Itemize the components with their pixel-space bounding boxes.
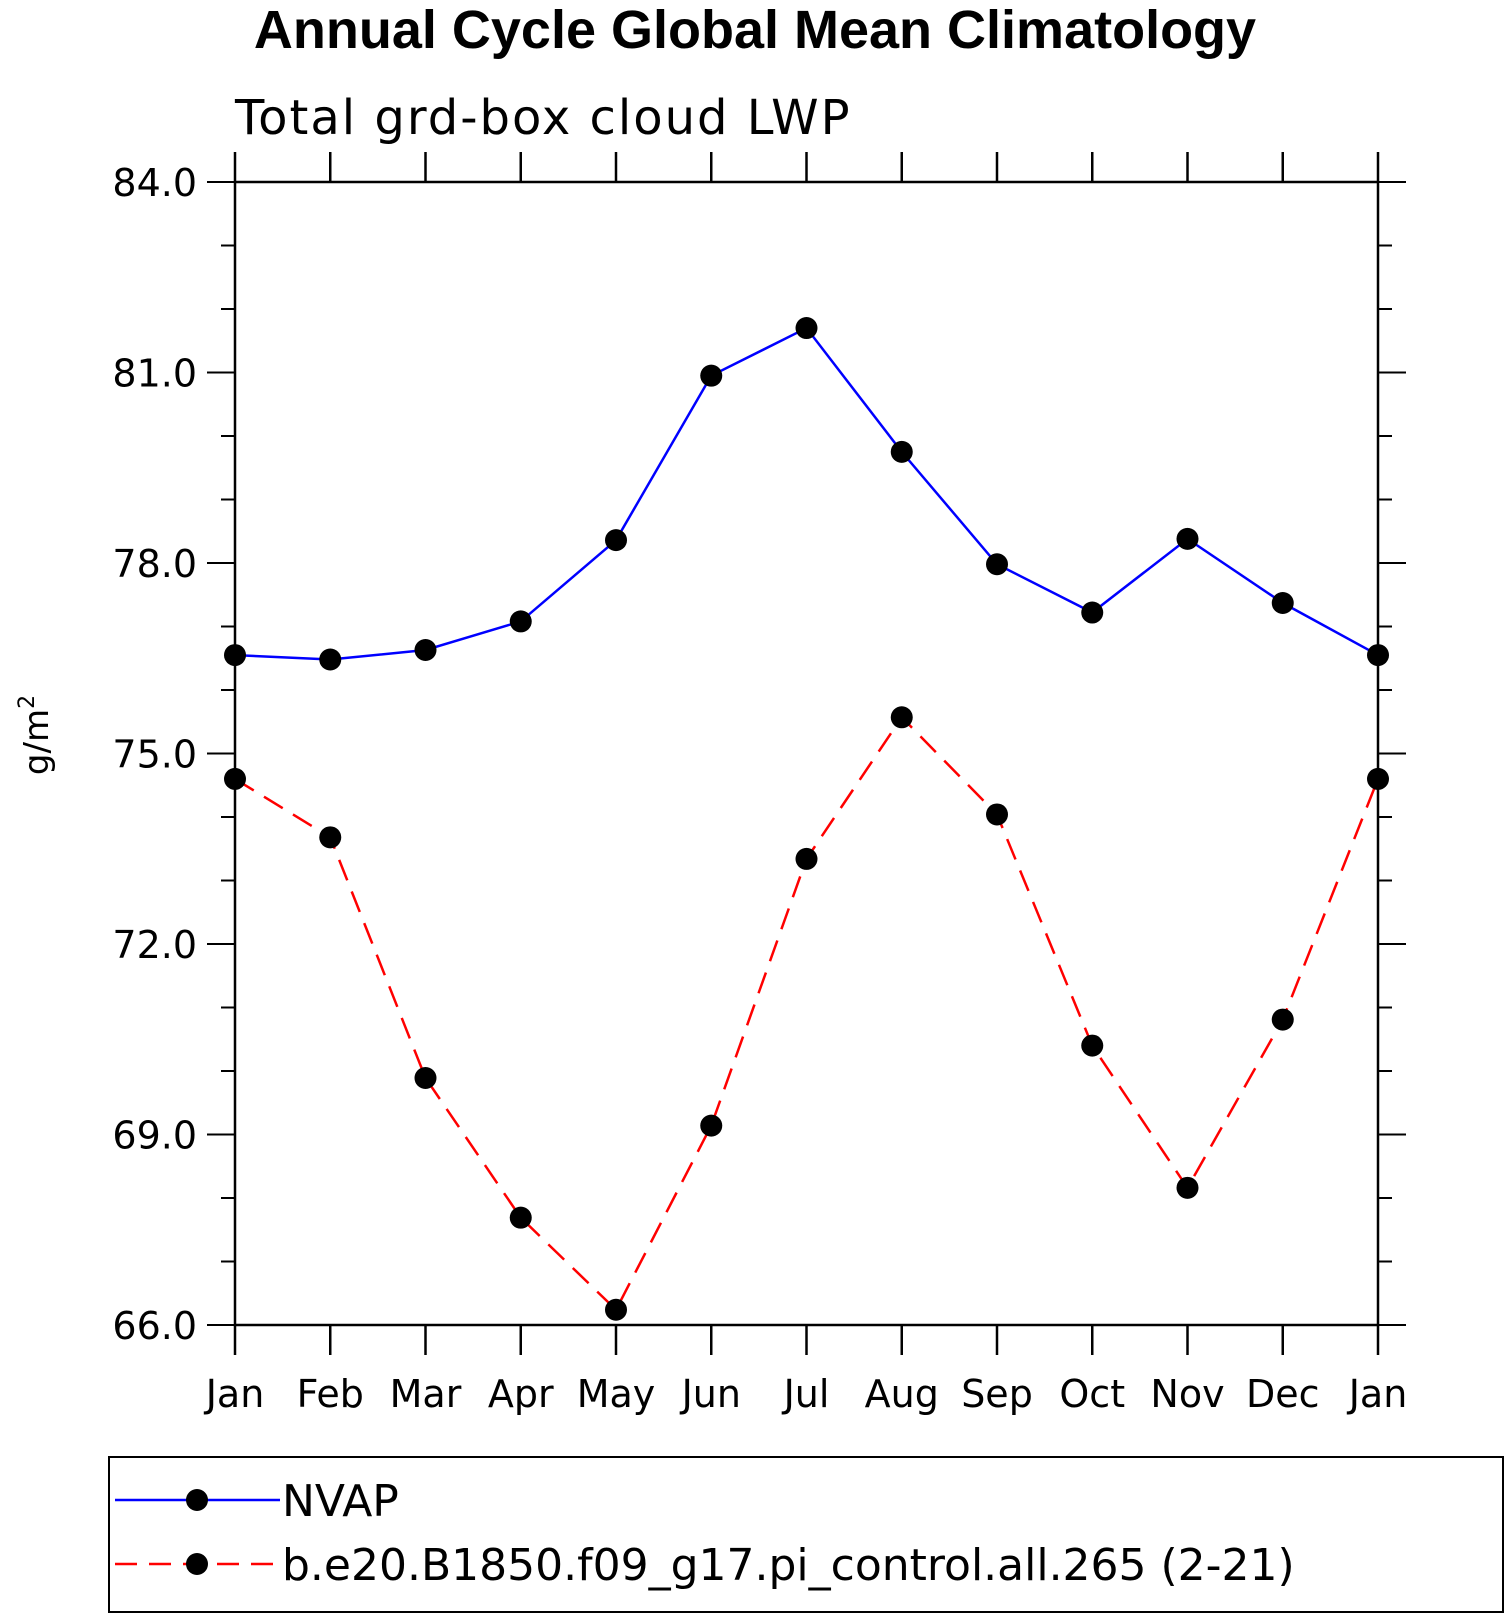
data-point (986, 553, 1008, 576)
data-point (509, 610, 532, 633)
data-point (414, 1066, 437, 1089)
x-tick-label: Nov (1150, 1372, 1224, 1416)
data-point (1081, 1034, 1104, 1057)
axes: 66.0 69.0 72.0 75.0 78.0 81.0 84.0 Jan Feb Mar Apr… (112, 152, 1407, 1416)
data-point (319, 648, 342, 671)
y-tick-label: 84.0 (112, 161, 197, 205)
y-tick-label: 66.0 (112, 1304, 197, 1348)
data-point (319, 826, 342, 849)
data-point (224, 767, 246, 790)
legend-marker (186, 1553, 208, 1575)
legend-marker (186, 1489, 208, 1511)
x-tick-label: Jan (204, 1372, 265, 1416)
data-point (890, 440, 913, 463)
x-tick-label: Mar (390, 1372, 462, 1416)
legend-box (108, 1456, 1504, 1613)
y-axis-label-text: g/m (17, 709, 57, 775)
x-tick-label: Oct (1059, 1372, 1125, 1416)
x-tick-label: Feb (297, 1372, 364, 1416)
data-point (795, 317, 818, 340)
data-point (986, 803, 1008, 826)
data-point (795, 847, 818, 870)
y-tick-label: 69.0 (112, 1114, 197, 1158)
legend-label: b.e20.B1850.f09_g17.pi_control.all.265 (… (282, 1540, 1295, 1591)
x-tick-label: Jan (1347, 1372, 1408, 1416)
y-tick-label: 72.0 (112, 923, 197, 967)
x-tick-label: Jun (680, 1372, 741, 1416)
series-layer (224, 317, 1389, 1321)
legend-label: NVAP (282, 1476, 399, 1527)
chart-title: Annual Cycle Global Mean Climatology (254, 0, 1256, 60)
x-tick-label: Apr (488, 1372, 554, 1416)
series-line (234, 326, 1379, 661)
data-point (1176, 1176, 1199, 1199)
data-point (1271, 592, 1294, 615)
x-tick-label: May (577, 1372, 656, 1416)
y-tick-label: 81.0 (112, 352, 197, 396)
data-point (700, 364, 723, 387)
x-tick-label: Dec (1246, 1372, 1320, 1416)
y-tick-label: 75.0 (112, 733, 197, 777)
x-tick-label: Jul (782, 1372, 830, 1416)
y-tick-label: 78.0 (112, 542, 197, 586)
data-point (1367, 767, 1389, 790)
data-point (700, 1114, 723, 1137)
data-point (1081, 601, 1104, 624)
chart-subtitle: Total grd-box cloud LWP (234, 90, 852, 146)
legend: NVAP b.e20.B1850.f09_g17.pi_control.all.2… (108, 1456, 1504, 1613)
series-line (234, 715, 1380, 1312)
y-axis-label-superscript: 2 (15, 695, 40, 709)
data-point (224, 644, 246, 667)
series-1 (224, 317, 1389, 671)
data-point (1271, 1008, 1294, 1031)
data-point (414, 638, 437, 661)
data-point (1367, 644, 1389, 667)
series-2 (224, 706, 1389, 1321)
data-point (890, 706, 913, 729)
data-point (605, 1298, 627, 1321)
data-point (509, 1206, 532, 1229)
data-point (605, 529, 627, 552)
plot-frame (233, 180, 1380, 1327)
data-point (1176, 527, 1199, 550)
x-tick-label: Sep (961, 1372, 1033, 1416)
y-axis-label: g/m2 (15, 695, 57, 775)
x-tick-label: Aug (865, 1372, 939, 1416)
